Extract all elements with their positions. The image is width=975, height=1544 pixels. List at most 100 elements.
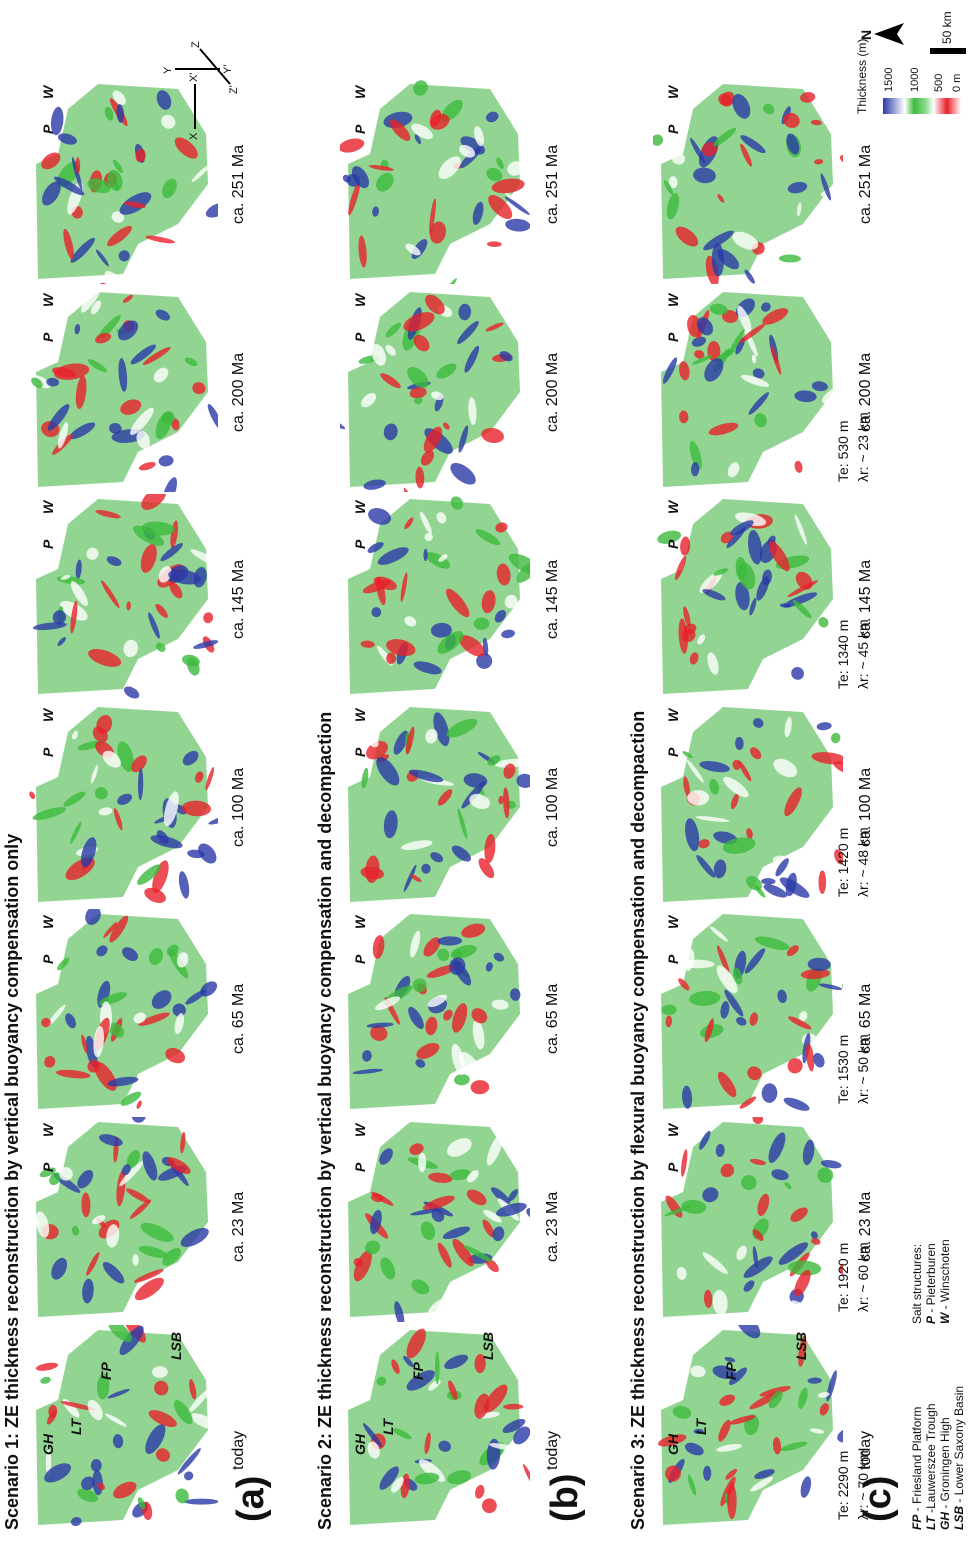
age-label: ca. 145 Ma	[230, 559, 247, 639]
thickness-map-image	[348, 707, 530, 907]
region-label-w: W	[665, 708, 681, 722]
region-label-w: W	[40, 1123, 56, 1137]
region-label-lt: LT	[68, 1418, 84, 1435]
salt-legend-title: Salt structures:	[910, 1243, 924, 1324]
region-label-w: W	[665, 500, 681, 514]
region-label-w: W	[665, 293, 681, 307]
age-label: ca. 251 Ma	[230, 144, 247, 224]
north-arrow-icon	[874, 23, 904, 45]
region-label-w: W	[40, 293, 56, 307]
thickness-map-image	[340, 80, 530, 284]
flexure-params: Te: 2290 m λr: ~ 70 km	[833, 1450, 873, 1520]
elastic-thickness: Te: 1530 m	[835, 1034, 851, 1104]
region-label-fp: FP	[98, 1362, 114, 1380]
region-label-w: W	[40, 85, 56, 99]
north-label: N	[858, 29, 874, 40]
thickness-map-image	[661, 292, 843, 487]
thickness-map-image	[654, 1325, 843, 1525]
region-label-fp: FP	[723, 1362, 739, 1380]
axis-triad: X X' Y Y' Z Z'	[150, 34, 240, 144]
region-label-fp: FP	[410, 1362, 426, 1380]
elastic-thickness: Te: 1920 m	[835, 1242, 851, 1312]
age-label: ca. 251 Ma	[544, 144, 561, 224]
region-label-p: P	[40, 124, 56, 134]
region-label-w: W	[352, 708, 368, 722]
thickness-map-s1-0: FP LT GH LSB	[28, 1325, 218, 1530]
abbreviation-legend: FP - Friesland Platform LT -Lauwerszee T…	[910, 1386, 966, 1530]
thickness-map-image	[36, 909, 218, 1109]
north-arrow: N	[858, 19, 912, 49]
thickness-map-image	[348, 1328, 530, 1525]
age-label: ca. 100 Ma	[230, 767, 247, 847]
legend-row-fp: FP - Friesland Platform	[910, 1406, 924, 1530]
region-label-w: W	[352, 85, 368, 99]
scenario-1-title: Scenario 1: ZE thickness reconstruction …	[2, 833, 22, 1530]
flexural-wavelength: λr: ~ 45 km	[855, 619, 871, 689]
flexure-params: Te: 1530 m λr: ~ 50 km	[833, 1034, 873, 1104]
thickness-map-image	[348, 914, 521, 1109]
colorbar-tick-500: 500	[933, 73, 945, 92]
flexural-wavelength: λr: ~ 50 km	[855, 1034, 871, 1104]
panel-letter-a: (a)	[230, 1475, 272, 1522]
legend-row-w: W - Winschoten	[938, 1239, 952, 1324]
age-label: ca. 23 Ma	[544, 1191, 561, 1262]
age-label: ca. 23 Ma	[230, 1191, 247, 1262]
region-label-p: P	[352, 332, 368, 342]
region-label-p: P	[352, 539, 368, 549]
legend-row-gh: GH - Groningen High	[938, 1417, 952, 1530]
region-label-p: P	[40, 1162, 56, 1172]
legend-row-lsb: LSB - Lower Saxony Basin	[952, 1385, 966, 1530]
region-label-p: P	[665, 539, 681, 549]
region-label-gh: GH	[352, 1434, 368, 1455]
flexural-wavelength: λr: ~ 23 km	[855, 412, 871, 482]
region-label-p: P	[352, 954, 368, 964]
region-label-p: P	[40, 539, 56, 549]
colorbar-title: Thickness (m)	[855, 38, 869, 114]
region-label-p: P	[40, 747, 56, 757]
flexure-params: Te: 530 m λr: ~ 23 km	[833, 412, 873, 482]
region-label-gh: GH	[40, 1434, 56, 1455]
region-label-p: P	[352, 124, 368, 134]
flexural-wavelength: λr: ~ 60 km	[855, 1242, 871, 1312]
thickness-map-image	[348, 1122, 530, 1322]
region-label-p: P	[665, 124, 681, 134]
elastic-thickness: Te: 530 m	[835, 420, 851, 482]
region-label-gh: GH	[665, 1434, 681, 1455]
region-label-lsb: LSB	[168, 1332, 184, 1360]
thickness-map-image	[661, 914, 843, 1111]
colorbar-tick-1000: 1000	[909, 67, 921, 92]
flexural-wavelength: λr: ~ 70 km	[855, 1450, 871, 1520]
flexure-params: Te: 1420 m λr: ~ 48 km	[833, 827, 873, 897]
thickness-map-image	[348, 496, 530, 694]
region-label-w: W	[665, 1123, 681, 1137]
region-label-p: P	[352, 1162, 368, 1172]
scenario-2-title: Scenario 2: ZE thickness reconstruction …	[315, 711, 335, 1530]
region-label-lt: LT	[380, 1418, 396, 1435]
scenario-3-title: Scenario 3: ZE thickness reconstruction …	[628, 710, 648, 1530]
region-label-w: W	[665, 85, 681, 99]
age-label: ca. 200 Ma	[230, 352, 247, 432]
age-label: ca. 251 Ma	[857, 144, 874, 224]
region-label-w: W	[352, 915, 368, 929]
thickness-map-image	[661, 707, 843, 907]
age-label: today	[230, 1430, 247, 1470]
age-label: ca. 65 Ma	[544, 983, 561, 1054]
colorbar-tick-0: 0 m	[951, 73, 963, 92]
elastic-thickness: Te: 1340 m	[835, 619, 851, 689]
thickness-map-image	[340, 287, 520, 492]
thickness-map-image	[36, 84, 218, 284]
